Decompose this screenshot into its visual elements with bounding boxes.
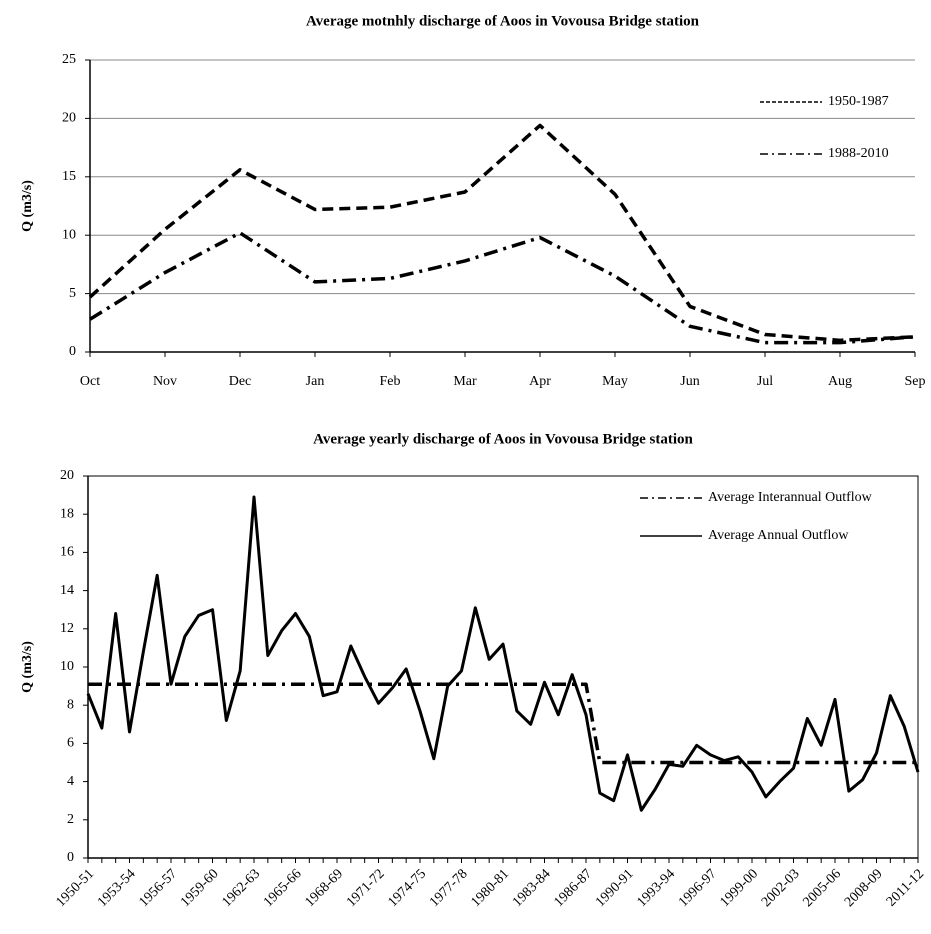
y-tick-label: 14 [60,583,74,598]
x-tick-label: Aug [828,374,852,389]
y-axis-title: Q (m3/s) [20,641,35,693]
x-tick-label: Nov [153,374,177,389]
x-tick-label: 1968-69 [302,866,346,910]
x-tick-label: Oct [80,374,100,389]
legend-label: 1988-2010 [828,146,889,161]
data-line [88,682,918,765]
x-tick-label: Feb [380,374,401,389]
data-line [88,123,916,343]
legend-label: 1950-1987 [828,94,889,109]
x-tick-label: 2005-06 [800,866,844,910]
x-tick-label: 1977-78 [427,866,471,910]
y-tick-label: 0 [67,850,74,865]
data-line [89,231,916,345]
chart-title: Average motnhly discharge of Aoos in Vov… [306,13,700,29]
x-tick-label: Jan [306,374,325,389]
y-tick-label: 16 [60,545,74,560]
x-tick-label: 1965-66 [261,866,305,910]
x-tick-label: 1956-57 [136,866,180,910]
x-tick-label: Dec [229,374,252,389]
x-tick-label: 1962-63 [219,866,263,910]
x-tick-label: 1983-84 [510,866,554,910]
x-tick-label: Sep [905,374,926,389]
legend-label: Average Interannual Outflow [708,490,873,505]
y-tick-label: 20 [62,111,76,126]
x-tick-label: 1980-81 [468,866,512,910]
y-tick-label: 4 [67,774,74,789]
x-tick-label: 1999-00 [717,866,761,910]
x-tick-label: 2002-03 [759,866,803,910]
x-tick-label: Mar [453,374,477,389]
x-tick-label: Jun [680,374,699,389]
y-tick-label: 25 [62,52,76,67]
x-tick-label: 2008-09 [842,866,886,910]
y-axis-title: Q (m3/s) [20,180,35,232]
x-tick-label: 1996-97 [676,866,720,910]
y-tick-label: 8 [67,697,74,712]
legend-label: Average Annual Outflow [708,528,849,543]
y-tick-label: 18 [60,506,74,521]
x-tick-label: 1993-94 [634,866,678,910]
y-tick-label: 0 [69,344,76,359]
y-tick-label: 2 [67,812,74,827]
x-tick-label: 1974-75 [385,866,429,910]
y-tick-label: 10 [62,227,76,242]
chart-title: Average yearly discharge of Aoos in Vovo… [313,431,693,447]
y-tick-label: 6 [67,736,74,751]
x-tick-label: May [602,374,628,389]
y-tick-label: 20 [60,468,74,483]
x-tick-label: 1971-72 [344,866,388,910]
y-tick-label: 15 [62,169,76,184]
y-tick-label: 10 [60,659,74,674]
x-tick-label: 2011-12 [884,866,927,909]
data-line [86,495,920,812]
x-tick-label: 1959-60 [178,866,222,910]
x-tick-label: 1950-51 [53,866,97,910]
x-tick-label: 1953-54 [95,866,139,910]
x-tick-label: 1986-87 [551,866,595,910]
x-tick-label: Apr [529,374,551,389]
y-tick-label: 12 [60,621,74,636]
x-tick-label: 1990-91 [593,866,637,910]
x-tick-label: Jul [757,374,773,389]
y-tick-label: 5 [69,286,76,301]
